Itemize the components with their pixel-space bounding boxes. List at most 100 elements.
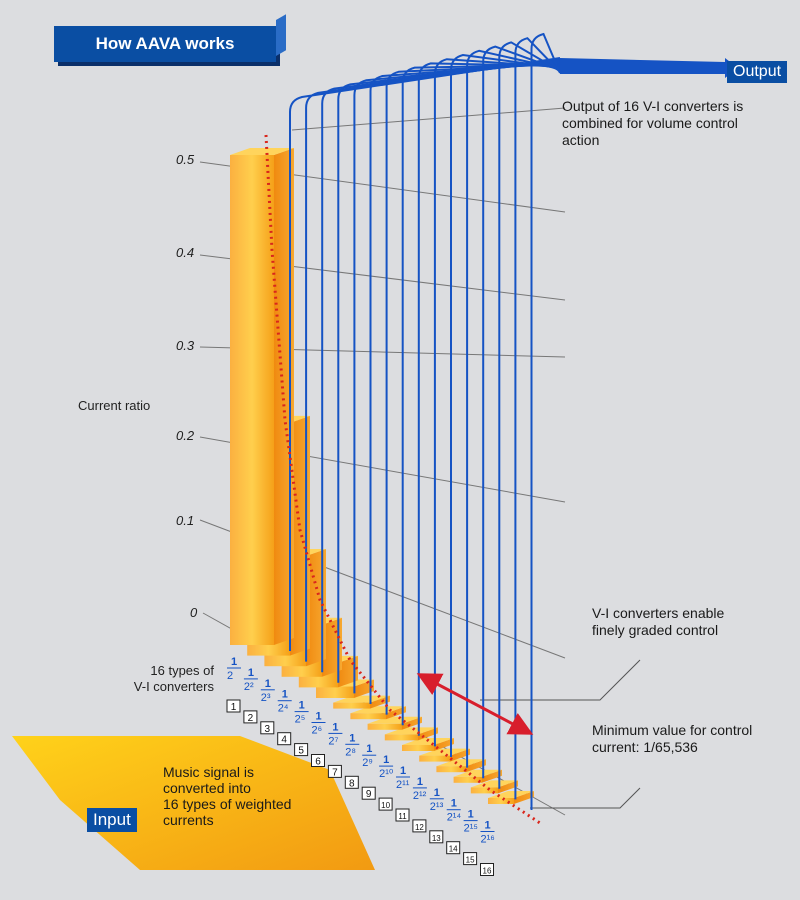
fraction-numerator: 1	[265, 678, 271, 690]
fraction-numerator: 1	[417, 776, 423, 788]
number-box	[429, 830, 444, 844]
converter-bar	[367, 723, 402, 730]
number-box	[378, 797, 393, 811]
bar-side	[306, 548, 326, 667]
number-box	[311, 754, 325, 767]
converter-wires	[289, 32, 561, 810]
graded-note-line: V-I converters enable	[592, 605, 725, 621]
number-box	[412, 819, 427, 833]
number-text: 7	[332, 767, 338, 778]
fraction-label: 12⁸	[345, 732, 360, 758]
bar-top	[367, 716, 422, 724]
converter-wire	[450, 53, 561, 757]
y-tick: 0.4	[176, 245, 195, 260]
fraction-numerator: 1	[468, 809, 474, 821]
converter-wire	[305, 58, 561, 662]
fraction-numerator: 1	[400, 765, 406, 777]
fraction-denominator: 2¹⁵	[464, 823, 478, 835]
output-pointer	[291, 107, 566, 131]
bar-side	[450, 748, 470, 762]
converter-wire	[466, 49, 561, 768]
output-note-line: Output of 16 V-I converters is	[562, 98, 744, 114]
converter-wire	[498, 41, 561, 789]
number-box	[480, 863, 494, 876]
output-label: Output	[727, 61, 788, 83]
fraction-numerator: 1	[349, 732, 355, 744]
fraction-numerator: 1	[248, 667, 254, 679]
fraction-numerator: 1	[485, 820, 491, 832]
converter-wire	[433, 58, 561, 747]
converter-bar	[316, 686, 354, 698]
converter-bar	[402, 745, 434, 751]
number-box	[260, 721, 275, 735]
fraction-denominator: 2¹¹	[396, 779, 410, 791]
output-note-line: combined for volume control	[562, 115, 738, 131]
converter-wire	[337, 60, 561, 683]
bar-top	[350, 706, 406, 714]
converter-number: 5	[294, 743, 309, 757]
y-tick: 0.5	[176, 152, 195, 167]
minimum-note: Minimum value for control current: 1/65,…	[592, 722, 752, 756]
number-box	[277, 732, 292, 746]
converter-bar	[230, 155, 274, 645]
converter-number: 14	[446, 841, 461, 855]
bar-top	[419, 748, 470, 756]
number-text: 10	[381, 801, 390, 810]
number-box	[226, 699, 241, 713]
fraction-numerator: 1	[282, 689, 288, 701]
converter-number: 9	[361, 786, 376, 800]
number-text: 4	[281, 735, 287, 746]
converter-number: 10	[378, 797, 393, 811]
converter-wire	[289, 57, 561, 651]
graded-control-arrow	[416, 673, 534, 735]
bar-side	[386, 706, 406, 720]
fraction-denominator: 2	[227, 670, 233, 682]
fraction-denominator: 2⁷	[328, 735, 338, 747]
fraction-label: 12	[227, 656, 241, 682]
fraction-numerator: 1	[332, 721, 338, 733]
input-note: Music signal is converted into 16 types …	[163, 764, 291, 828]
converter-wire	[353, 61, 561, 694]
number-text: 5	[298, 746, 304, 757]
converter-number: 3	[260, 721, 275, 735]
converter-bar	[384, 734, 418, 741]
converter-wire	[401, 64, 561, 726]
number-text: 16	[483, 867, 492, 876]
input-label: Input	[87, 808, 137, 832]
bar-side	[370, 695, 390, 709]
graded-note-line: finely graded control	[592, 622, 719, 638]
number-text: 13	[432, 834, 441, 843]
fraction-label: 12³	[260, 678, 275, 704]
converter-number: 7	[327, 764, 342, 778]
converter-number: 8	[344, 775, 359, 789]
converter-wire	[482, 45, 561, 779]
number-text: 11	[398, 812, 407, 821]
bar-side	[514, 791, 534, 804]
number-text: 1	[231, 702, 237, 713]
bar-top	[453, 769, 502, 777]
converter-wire	[417, 62, 561, 736]
fraction-denominator: 2¹⁴	[447, 812, 462, 824]
bar-top	[488, 791, 534, 798]
bar-side	[322, 617, 342, 677]
converter-number: 12	[412, 819, 427, 833]
bar-side	[290, 415, 310, 656]
fraction-denominator: 2¹²	[413, 790, 427, 802]
number-box	[361, 786, 376, 800]
bar-side	[466, 759, 486, 773]
y-tick: 0.3	[176, 338, 195, 353]
fraction-numerator: 1	[434, 787, 440, 799]
fraction-denominator: 2¹⁰	[379, 768, 394, 780]
fraction-denominator: 2⁵	[295, 714, 306, 726]
bar-side	[498, 780, 518, 794]
bar-side	[354, 679, 374, 698]
fraction-denominator: 2⁶	[312, 725, 323, 737]
converter-number: 16	[480, 863, 494, 876]
converter-bar	[453, 776, 482, 783]
